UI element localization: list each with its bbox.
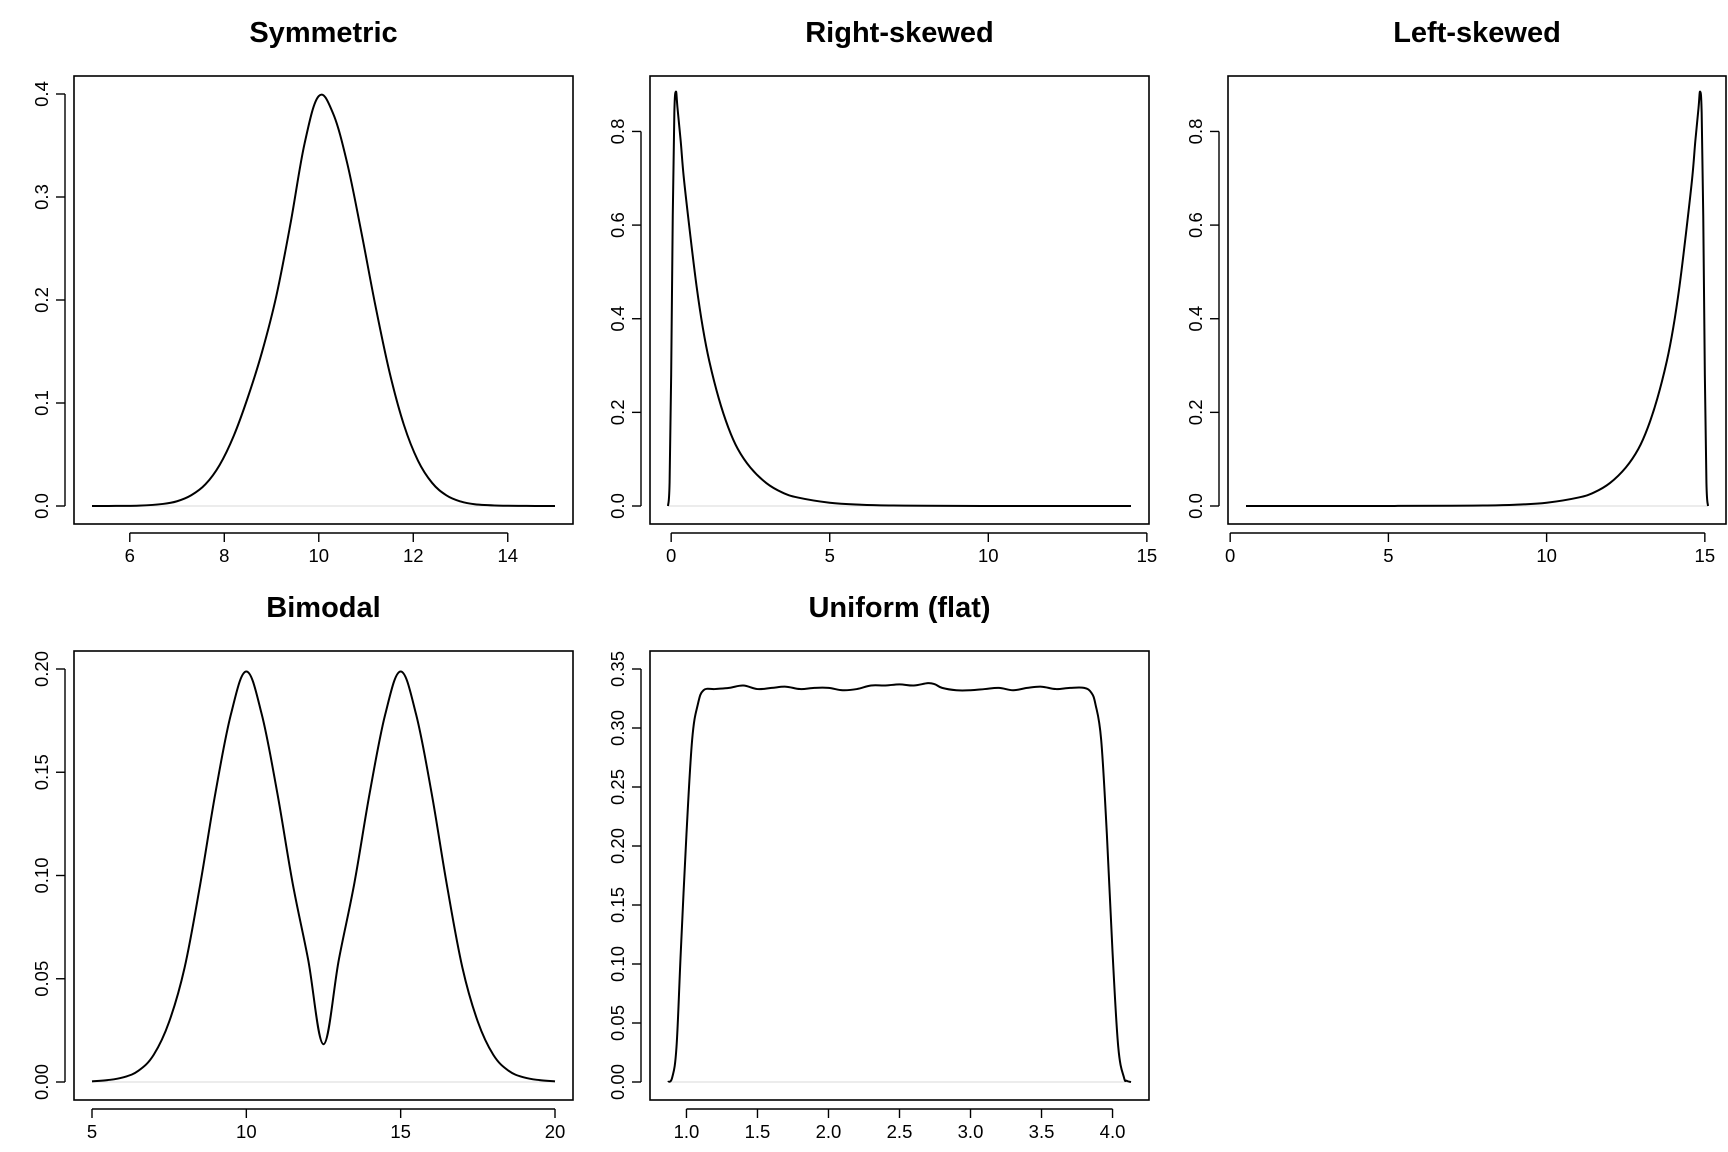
x-tick-label: 4.0 (1100, 1121, 1126, 1142)
y-tick-label: 0.2 (1185, 400, 1206, 426)
x-tick-label: 15 (1137, 545, 1158, 566)
y-tick-label: 0.05 (31, 961, 52, 997)
y-tick-label: 0.15 (607, 887, 628, 923)
y-tick-label: 0.0 (607, 493, 628, 519)
y-tick-label: 0.20 (607, 828, 628, 864)
panel-title: Symmetric (249, 17, 397, 49)
x-tick-label: 5 (87, 1121, 97, 1142)
y-tick-label: 0.4 (607, 306, 628, 332)
x-tick-label: 10 (308, 545, 329, 566)
x-tick-label: 2.0 (816, 1121, 842, 1142)
y-tick-label: 0.4 (31, 81, 52, 107)
y-tick-label: 0.35 (607, 651, 628, 687)
y-tick-label: 0.10 (31, 857, 52, 893)
x-tick-label: 12 (403, 545, 424, 566)
y-tick-label: 0.1 (31, 390, 52, 416)
y-tick-label: 0.05 (607, 1005, 628, 1041)
y-tick-label: 0.20 (31, 651, 52, 687)
panel-symmetric: Symmetric 6 8 10 12 14 0.0 0.1 0.2 0.3 0.4 (31, 17, 574, 566)
x-tick-label: 10 (236, 1121, 257, 1142)
plot-frame (649, 75, 1150, 525)
x-tick-label: 1.5 (745, 1121, 771, 1142)
panel-right-skewed: Right-skewed 0 5 10 15 0.0 0.2 0.4 0.6 0.8 (607, 17, 1157, 566)
y-tick-label: 0.00 (607, 1064, 628, 1100)
plot-frame (73, 75, 574, 525)
y-tick-label: 0.30 (607, 710, 628, 746)
x-tick-label: 10 (978, 545, 999, 566)
plot-frame (73, 650, 574, 1101)
y-tick-label: 0.3 (31, 184, 52, 210)
x-tick-label: 0 (666, 545, 676, 566)
density-curve (91, 670, 556, 1083)
y-tick-label: 0.00 (31, 1064, 52, 1100)
density-curve (1245, 90, 1709, 508)
y-tick-label: 0.15 (31, 754, 52, 790)
density-curve (91, 93, 556, 507)
x-tick-label: 1.0 (674, 1121, 700, 1142)
x-tick-label: 2.5 (887, 1121, 913, 1142)
x-tick-label: 10 (1536, 545, 1557, 566)
panel-title: Right-skewed (805, 17, 994, 49)
plot-frame (649, 650, 1150, 1101)
x-tick-label: 0 (1225, 545, 1235, 566)
y-tick-label: 0.2 (607, 400, 628, 426)
y-tick-label: 0.2 (31, 287, 52, 313)
y-tick-label: 0.6 (607, 212, 628, 238)
x-tick-label: 5 (1383, 545, 1393, 566)
panel-title: Uniform (flat) (808, 592, 990, 624)
x-tick-label: 8 (219, 545, 229, 566)
y-tick-label: 0.4 (1185, 306, 1206, 332)
x-tick-label: 14 (497, 545, 518, 566)
x-tick-label: 15 (1695, 545, 1716, 566)
y-tick-label: 0.6 (1185, 212, 1206, 238)
y-tick-label: 0.25 (607, 769, 628, 805)
panel-title: Left-skewed (1393, 17, 1561, 49)
panel-left-skewed: Left-skewed 0 5 10 15 0.0 0.2 0.4 0.6 0.8 (1185, 17, 1727, 566)
plot-frame (1227, 75, 1727, 525)
y-tick-label: 0.8 (607, 119, 628, 145)
panel-uniform-flat: Uniform (flat) 1.0 1.5 2.0 2.5 3.0 3.5 4.0 0.00 0… (607, 592, 1150, 1142)
x-tick-label: 20 (545, 1121, 566, 1142)
y-tick-label: 0.0 (1185, 493, 1206, 519)
x-tick-label: 15 (390, 1121, 411, 1142)
density-curve (667, 90, 1132, 508)
density-curve (667, 682, 1132, 1083)
x-tick-label: 5 (825, 545, 835, 566)
x-tick-label: 6 (125, 545, 135, 566)
y-tick-label: 0.8 (1185, 119, 1206, 145)
panel-bimodal: Bimodal 5 10 15 20 0.00 0.05 0.10 0.15 0.20 (31, 592, 574, 1142)
x-tick-label: 3.5 (1029, 1121, 1055, 1142)
panel-title: Bimodal (266, 592, 380, 624)
y-tick-label: 0.10 (607, 946, 628, 982)
y-tick-label: 0.0 (31, 493, 52, 519)
x-tick-label: 3.0 (958, 1121, 984, 1142)
